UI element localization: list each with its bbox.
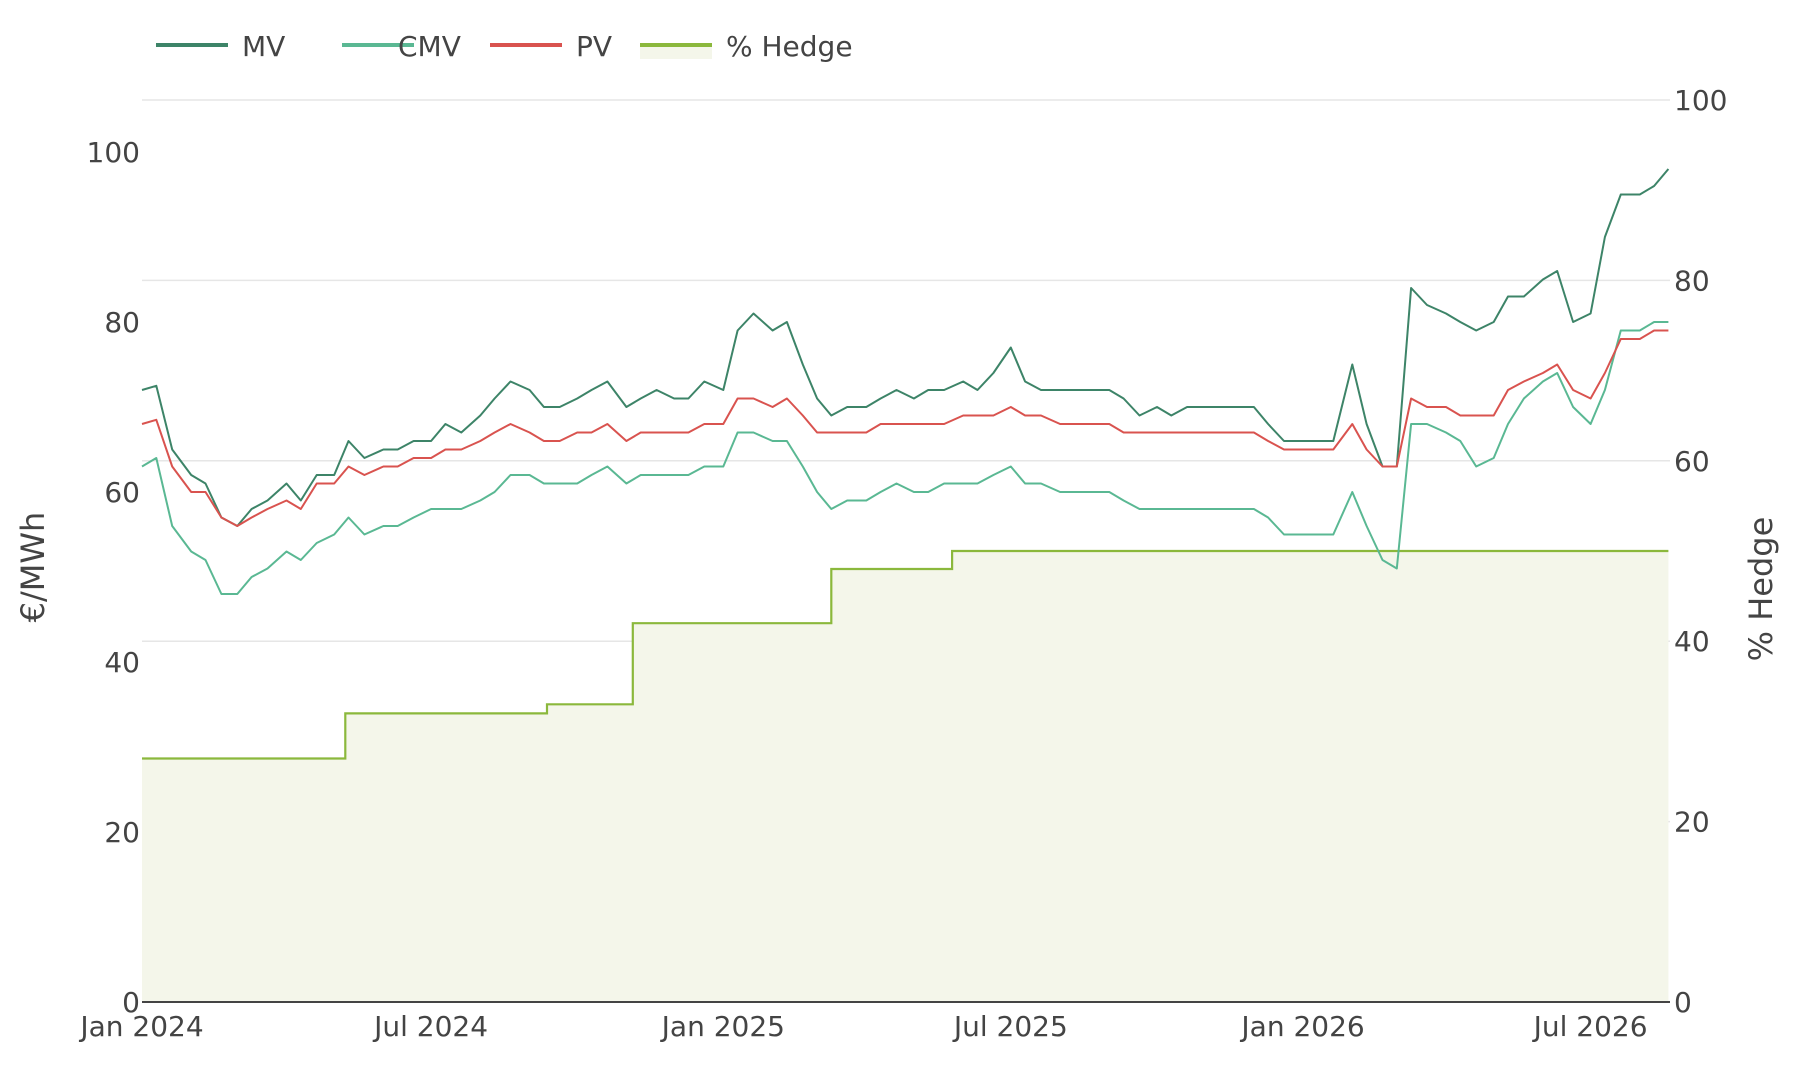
legend-swatch-fill	[640, 45, 712, 59]
x-tick-label: Jul 2026	[1532, 1010, 1648, 1043]
y-left-tick-label: 20	[104, 816, 140, 849]
x-tick-label: Jul 2025	[952, 1010, 1068, 1043]
hedge-area-layer	[142, 549, 1669, 1002]
y-right-tick-label: 0	[1674, 986, 1692, 1019]
legend-item-hedge[interactable]: % Hedge	[640, 30, 853, 63]
y-right-tick-label: 40	[1674, 625, 1710, 658]
hedge-area	[142, 551, 1669, 1002]
legend-item-pv[interactable]: PV	[490, 30, 612, 63]
y-right-tick-label: 100	[1674, 84, 1727, 117]
axes: Jan 2024 Jul 2024 Jan 2025 Jul 2025 Jan 2026…	[14, 84, 1780, 1043]
legend-label: PV	[576, 30, 612, 63]
legend-item-mv[interactable]: MV	[156, 30, 285, 63]
series-line-pv	[141, 329, 1669, 527]
y-left-tick-label: 80	[104, 306, 140, 339]
legend-label: % Hedge	[726, 30, 853, 63]
x-tick-label: Jan 2024	[78, 1010, 203, 1043]
y-right-axis-title: % Hedge	[1742, 517, 1780, 662]
y-right-tick-label: 20	[1674, 806, 1710, 839]
x-tick-label: Jan 2026	[1239, 1010, 1364, 1043]
series-line-mv	[141, 168, 1670, 527]
y-left-axis-title: €/MWh	[14, 512, 52, 623]
y-left-tick-label: 100	[87, 136, 140, 169]
y-left-tick-label: 0	[122, 986, 140, 1019]
series-layer	[141, 168, 1670, 595]
legend-label: MV	[242, 30, 285, 63]
legend[interactable]: MV CMV PV % Hedge	[156, 30, 853, 63]
legend-item-cmv[interactable]: CMV	[342, 30, 461, 63]
y-left-tick-label: 60	[104, 476, 140, 509]
y-right-tick-label: 80	[1674, 264, 1710, 297]
y-left-tick-label: 40	[104, 646, 140, 679]
series-line-cmv	[141, 321, 1669, 595]
legend-label: CMV	[398, 30, 461, 63]
y-right-tick-label: 60	[1674, 445, 1710, 478]
x-tick-label: Jan 2025	[660, 1010, 785, 1043]
x-tick-label: Jul 2024	[372, 1010, 488, 1043]
series-line-hedge	[142, 549, 1669, 760]
